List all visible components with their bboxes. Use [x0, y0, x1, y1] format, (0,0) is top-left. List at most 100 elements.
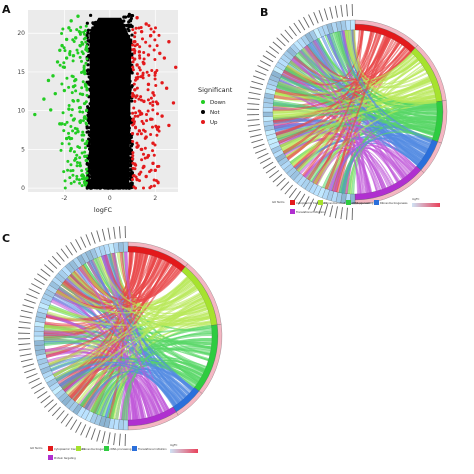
- up-point: [143, 146, 147, 150]
- chord-ribbon: [46, 264, 175, 358]
- not-point: [127, 25, 132, 29]
- down-point: [67, 103, 71, 107]
- gene-label: [107, 432, 111, 445]
- up-point: [149, 27, 153, 31]
- up-point: [150, 125, 154, 129]
- gene-label: [20, 309, 33, 314]
- down-point: [76, 129, 80, 134]
- up-point: [131, 178, 135, 182]
- chord-ribbon: [344, 30, 436, 100]
- down-point: [58, 48, 62, 52]
- y-tick-label: 5: [21, 146, 25, 153]
- legend-swatch: [290, 200, 295, 205]
- legend-swatch-not: [201, 110, 205, 114]
- ribbons: [272, 29, 438, 195]
- x-tick-label: 2: [153, 195, 157, 202]
- down-point: [67, 131, 71, 135]
- up-point: [149, 133, 153, 137]
- up-point: [167, 123, 171, 128]
- down-point: [69, 169, 73, 173]
- up-point: [152, 48, 156, 52]
- chord-ribbon: [274, 36, 389, 101]
- down-point: [81, 52, 85, 56]
- up-point: [131, 139, 135, 143]
- down-point: [75, 177, 79, 181]
- up-point: [146, 88, 150, 92]
- down-point: [80, 40, 84, 44]
- chord-ribbon: [67, 275, 197, 310]
- chord-ribbon: [69, 261, 170, 399]
- up-point: [146, 82, 151, 87]
- down-point: [80, 184, 84, 188]
- gene-label: [24, 368, 36, 374]
- up-point: [131, 157, 135, 161]
- down-point: [64, 37, 69, 42]
- legend-swatch: [132, 446, 137, 451]
- gene-label: [251, 138, 264, 144]
- down-point: [72, 150, 76, 154]
- gene-label: [101, 431, 106, 444]
- up-point: [157, 33, 161, 37]
- gene-label: [33, 386, 45, 394]
- down-point: [66, 159, 70, 163]
- gene-label: [247, 97, 260, 100]
- y-tick-label: 10: [17, 108, 25, 115]
- gene-label: [340, 207, 343, 220]
- up-point: [132, 174, 136, 178]
- up-point: [136, 114, 140, 118]
- up-point: [164, 86, 169, 90]
- chord-ribbon: [333, 31, 438, 115]
- panel-a-letter: A: [2, 3, 11, 16]
- legend-label-down: Down: [210, 100, 226, 106]
- panel-c-letter: C: [2, 232, 10, 245]
- down-point: [75, 160, 79, 164]
- gene-label: [118, 433, 121, 446]
- gene-label: [56, 252, 65, 262]
- gene-label: [262, 55, 274, 63]
- down-point: [46, 78, 51, 83]
- down-point: [75, 28, 79, 32]
- up-point: [158, 51, 162, 56]
- chord-ribbon: [275, 36, 391, 97]
- chord-ribbon: [93, 258, 200, 383]
- up-point: [134, 26, 138, 30]
- gene-label: [340, 4, 343, 17]
- down-point: [62, 61, 66, 65]
- up-point: [155, 125, 159, 129]
- down-point: [68, 53, 72, 57]
- gene-label: [85, 234, 91, 246]
- up-point: [139, 170, 143, 174]
- not-point: [127, 20, 131, 24]
- gene-label: [47, 403, 58, 413]
- up-point: [137, 50, 142, 54]
- chord-ribbon: [334, 31, 437, 105]
- down-point: [71, 59, 75, 63]
- gene-box: [118, 241, 124, 253]
- down-point: [67, 26, 71, 30]
- down-point: [79, 25, 83, 29]
- chord-ribbon: [277, 82, 436, 132]
- gene-label: [247, 119, 260, 121]
- up-point: [153, 77, 157, 81]
- gene-label: [251, 80, 264, 86]
- down-point: [69, 29, 73, 33]
- down-point: [68, 50, 72, 54]
- up-point: [151, 141, 155, 145]
- up-point: [151, 161, 155, 166]
- gene-box: [33, 330, 45, 337]
- gene-label: [75, 421, 82, 433]
- up-point: [134, 186, 138, 190]
- up-point: [131, 154, 135, 158]
- not-point: [129, 144, 134, 148]
- gene-label: [44, 264, 54, 273]
- down-point: [72, 180, 76, 184]
- not-point: [91, 21, 95, 25]
- up-point: [148, 44, 152, 48]
- up-point: [139, 147, 143, 151]
- down-point: [67, 85, 71, 89]
- chord-ribbon: [45, 259, 167, 322]
- down-point: [71, 129, 75, 133]
- chord-ribbon: [53, 279, 192, 378]
- colorbar: [412, 203, 440, 207]
- gene-label: [118, 226, 121, 239]
